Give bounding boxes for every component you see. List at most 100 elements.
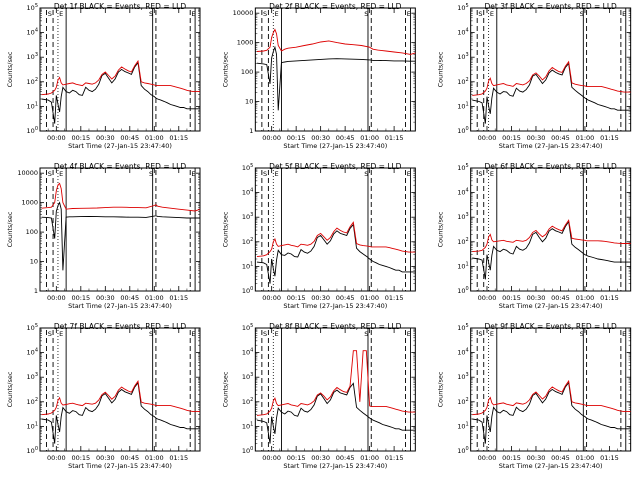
x-tick-label: 00:15: [71, 454, 90, 462]
x-axis-label: Start Time (27-Jan-15 23:47:40): [499, 142, 603, 150]
chart-panel-9: Det 9f BLACK = Events, RED = LLD 100 101 10…: [437, 322, 632, 470]
x-tick-label: 00:00: [262, 134, 281, 142]
x-tick-label: 00:30: [527, 294, 546, 302]
x-tick-label: 00:30: [311, 134, 330, 142]
y-tick-label: 101: [242, 421, 253, 430]
x-tick-label: 00:45: [120, 454, 139, 462]
flag-e: E: [59, 330, 63, 338]
events-series-line: [256, 223, 416, 284]
chart-panel-2: Det 2f BLACK = Events, RED = LLD 1 10 100 10…: [221, 2, 416, 150]
events-series-line: [41, 61, 200, 124]
x-tick-label: 00:30: [311, 294, 330, 302]
y-tick-label: 1000: [237, 39, 254, 47]
x-tick-label: 00:30: [96, 134, 115, 142]
x-tick-label: 01:00: [360, 294, 379, 302]
panel-title: Det 2f BLACK = Events, RED = LLD: [269, 2, 402, 11]
y-tick-label: 104: [242, 188, 253, 197]
y-tick-label: 1000: [21, 199, 38, 207]
flag-s: S: [364, 330, 368, 338]
x-axis-label: Start Time (27-Jan-15 23:47:40): [499, 462, 603, 470]
y-tick-label: 102: [242, 237, 253, 246]
y-tick-label: 103: [27, 52, 38, 61]
x-tick-label: 00:00: [478, 134, 497, 142]
flag-e: E: [622, 10, 626, 18]
y-tick-label: 105: [27, 3, 38, 12]
x-tick-label: 00:15: [71, 134, 90, 142]
y-tick-label: 104: [27, 28, 38, 37]
chart-panel-4: Det 4f BLACK = Events, RED = LLD 1 10 100 10…: [6, 162, 201, 310]
y-axis-label: Counts/sec: [221, 371, 229, 407]
plot-frame: [254, 7, 416, 132]
x-tick-label: 01:15: [169, 294, 188, 302]
y-tick-label: 105: [457, 3, 468, 12]
y-axis-label: Counts/sec: [221, 51, 229, 87]
y-tick-label: 105: [242, 163, 253, 172]
lld-series-line: [472, 219, 631, 253]
x-tick-label: 01:15: [385, 294, 404, 302]
x-tick-label: 00:45: [551, 134, 570, 142]
x-tick-label: 00:00: [478, 294, 497, 302]
flag-s: S: [48, 10, 52, 18]
y-tick-label: 100: [242, 286, 253, 295]
x-tick-label: 00:15: [502, 294, 521, 302]
x-tick-label: 00:30: [527, 134, 546, 142]
x-tick-label: 01:15: [600, 134, 619, 142]
y-tick-label: 105: [27, 323, 38, 332]
flag-s: S: [149, 10, 153, 18]
y-tick-label: 100: [457, 126, 468, 135]
flag-s: S: [263, 170, 267, 178]
flag-e: E: [59, 10, 63, 18]
lld-series-line: [256, 28, 416, 55]
x-tick-label: 00:30: [527, 454, 546, 462]
y-axis-label: Counts/sec: [437, 51, 445, 87]
panel-title: Det 1f BLACK = Events, RED = LLD: [54, 2, 187, 11]
y-tick-label: 104: [457, 188, 468, 197]
x-tick-label: 01:00: [145, 134, 164, 142]
y-tick-label: 101: [27, 101, 38, 110]
events-series-line: [472, 62, 631, 124]
y-tick-label: 102: [457, 397, 468, 406]
flag-s: S: [478, 330, 482, 338]
chart-panel-5: Det 5f BLACK = Events, RED = LLD 100 101 10…: [221, 162, 416, 310]
x-tick-label: 00:45: [551, 294, 570, 302]
y-tick-label: 103: [457, 52, 468, 61]
y-tick-label: 100: [241, 68, 253, 76]
lld-series-line: [256, 350, 416, 416]
x-tick-label: 00:45: [120, 294, 139, 302]
y-tick-label: 104: [27, 348, 38, 357]
x-tick-label: 01:00: [360, 134, 379, 142]
plot-frame: [470, 327, 632, 452]
flag-e: E: [490, 10, 494, 18]
plot-frame: [39, 7, 201, 132]
plot-frame: [39, 167, 201, 292]
x-tick-label: 01:15: [169, 454, 188, 462]
chart-panel-3: Det 3f BLACK = Events, RED = LLD 100 101 10…: [437, 2, 632, 150]
plot-frame: [470, 7, 632, 132]
flag-s: S: [263, 10, 267, 18]
events-series-line: [256, 382, 416, 444]
x-tick-label: 00:00: [262, 294, 281, 302]
x-tick-label: 01:15: [169, 134, 188, 142]
flag-e: E: [275, 10, 279, 18]
flag-e: E: [59, 170, 63, 178]
x-tick-label: 00:45: [120, 134, 139, 142]
flag-e: E: [407, 10, 411, 18]
flag-s: S: [48, 170, 52, 178]
y-tick-label: 101: [242, 261, 253, 270]
x-axis-label: Start Time (27-Jan-15 23:47:40): [68, 142, 172, 150]
x-tick-label: 00:45: [336, 294, 355, 302]
x-axis-label: Start Time (27-Jan-15 23:47:40): [283, 142, 387, 150]
flag-e: E: [407, 330, 411, 338]
y-tick-label: 100: [27, 446, 38, 455]
x-tick-label: 01:00: [145, 294, 164, 302]
y-tick-label: 1: [34, 287, 38, 295]
flag-s: S: [478, 170, 482, 178]
y-tick-label: 103: [27, 372, 38, 381]
flag-e: E: [275, 330, 279, 338]
flag-s: S: [263, 330, 267, 338]
y-tick-label: 103: [457, 212, 468, 221]
x-tick-label: 01:15: [385, 454, 404, 462]
y-tick-label: 10000: [17, 169, 38, 177]
y-tick-label: 1: [249, 127, 253, 135]
